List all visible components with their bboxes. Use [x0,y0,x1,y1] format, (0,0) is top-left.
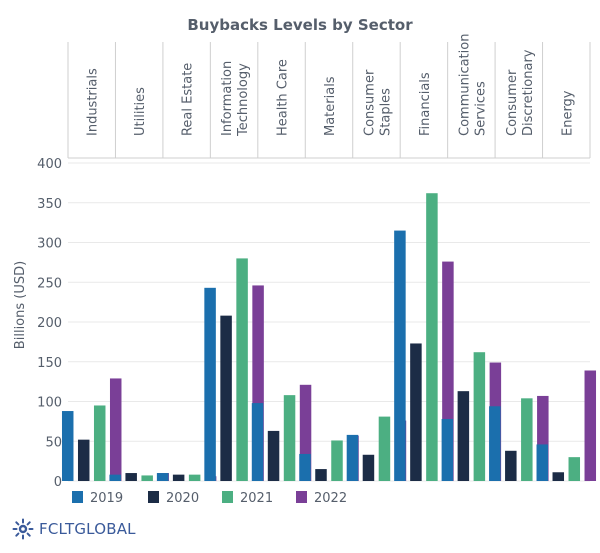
category-label: Utilities [133,87,148,136]
bar-2020 [410,343,422,481]
y-tick-label: 0 [54,475,62,490]
category-label: Staples [378,88,393,136]
bar-2021 [93,405,106,481]
bar-2020 [77,439,90,481]
bar-2020 [315,469,327,481]
bar-2019 [156,473,169,481]
y-tick-label: 200 [37,316,62,331]
logo-text: FCLTGLOBAL [39,520,136,538]
bar-2020 [172,474,185,481]
bar-2021 [473,352,486,481]
category-label: Consumer [505,69,520,136]
bar-2019 [489,406,501,481]
bars [61,193,597,481]
y-tick-label: 400 [37,157,62,172]
bar-2021 [188,474,201,481]
bar-2020 [505,450,517,481]
bar-2019 [61,411,74,481]
category-label: Communication [457,34,472,136]
category-label: Financials [418,72,433,136]
category-label: Materials [323,76,338,136]
fcltglobal-logo: FCLTGLOBAL [12,518,136,540]
bar-2021 [568,457,581,481]
bar-2022 [299,384,312,481]
category-label: Consumer [362,69,377,136]
bar-2021 [141,475,153,481]
y-axis: 0 50 100 150 200 250 300 350 400 [37,157,62,490]
bar-2019 [204,287,216,481]
legend-label-2022: 2022 [314,491,347,506]
legend-label-2019: 2019 [90,491,123,506]
category-label: Industrials [86,68,101,136]
y-tick-label: 100 [37,396,62,411]
chart-title: Buybacks Levels by Sector [187,16,413,34]
category-label: Health Care [276,59,291,136]
bar-2019 [299,453,311,481]
category-label: Technology [236,63,251,137]
bar-2022 [109,378,122,481]
bar-2019 [536,444,549,481]
bar-2019 [251,403,264,481]
bar-2020 [552,472,565,481]
y-tick-label: 50 [45,435,62,450]
bar-2021 [426,193,438,481]
grid [68,162,590,482]
y-tick-label: 150 [37,356,62,371]
y-tick-label: 300 [37,237,62,252]
bar-2019 [394,230,406,481]
category-labels: Industrials Utilities Real Estate Informati… [86,34,576,137]
category-label: Information [220,61,235,136]
legend-swatch-2019 [72,491,83,503]
bar-2021 [331,440,343,481]
legend-swatch-2020 [148,491,159,503]
bar-2019 [346,434,359,481]
bar-2020 [220,315,232,481]
bar-2022 [252,285,264,481]
bar-2021 [236,258,248,481]
bar-2021 [521,398,533,481]
category-header [67,42,591,159]
category-label: Energy [560,90,575,136]
bar-2020 [267,430,280,481]
legend: 2019 2020 2021 2022 [72,491,347,506]
category-label: Services [473,81,488,136]
category-label: Discretionary [521,49,536,136]
bar-2022 [584,370,597,481]
bar-2020 [362,454,375,481]
gear-sun-icon [12,518,34,540]
bar-2022 [442,261,454,481]
bar-2022 [537,395,549,481]
category-label: Real Estate [181,63,196,136]
legend-label-2020: 2020 [166,491,199,506]
y-tick-label: 250 [37,276,62,291]
y-tick-label: 350 [37,197,62,212]
bar-2021 [378,416,391,481]
legend-label-2021: 2021 [240,491,273,506]
legend-swatch-2021 [222,491,233,503]
bar-2019 [441,418,454,481]
bar-2020 [125,473,137,481]
bar-2020 [457,391,470,481]
legend-swatch-2022 [296,491,307,503]
bar-2021 [283,395,296,481]
y-axis-label: Billions (USD) [13,261,28,349]
bar-2019 [109,474,121,481]
